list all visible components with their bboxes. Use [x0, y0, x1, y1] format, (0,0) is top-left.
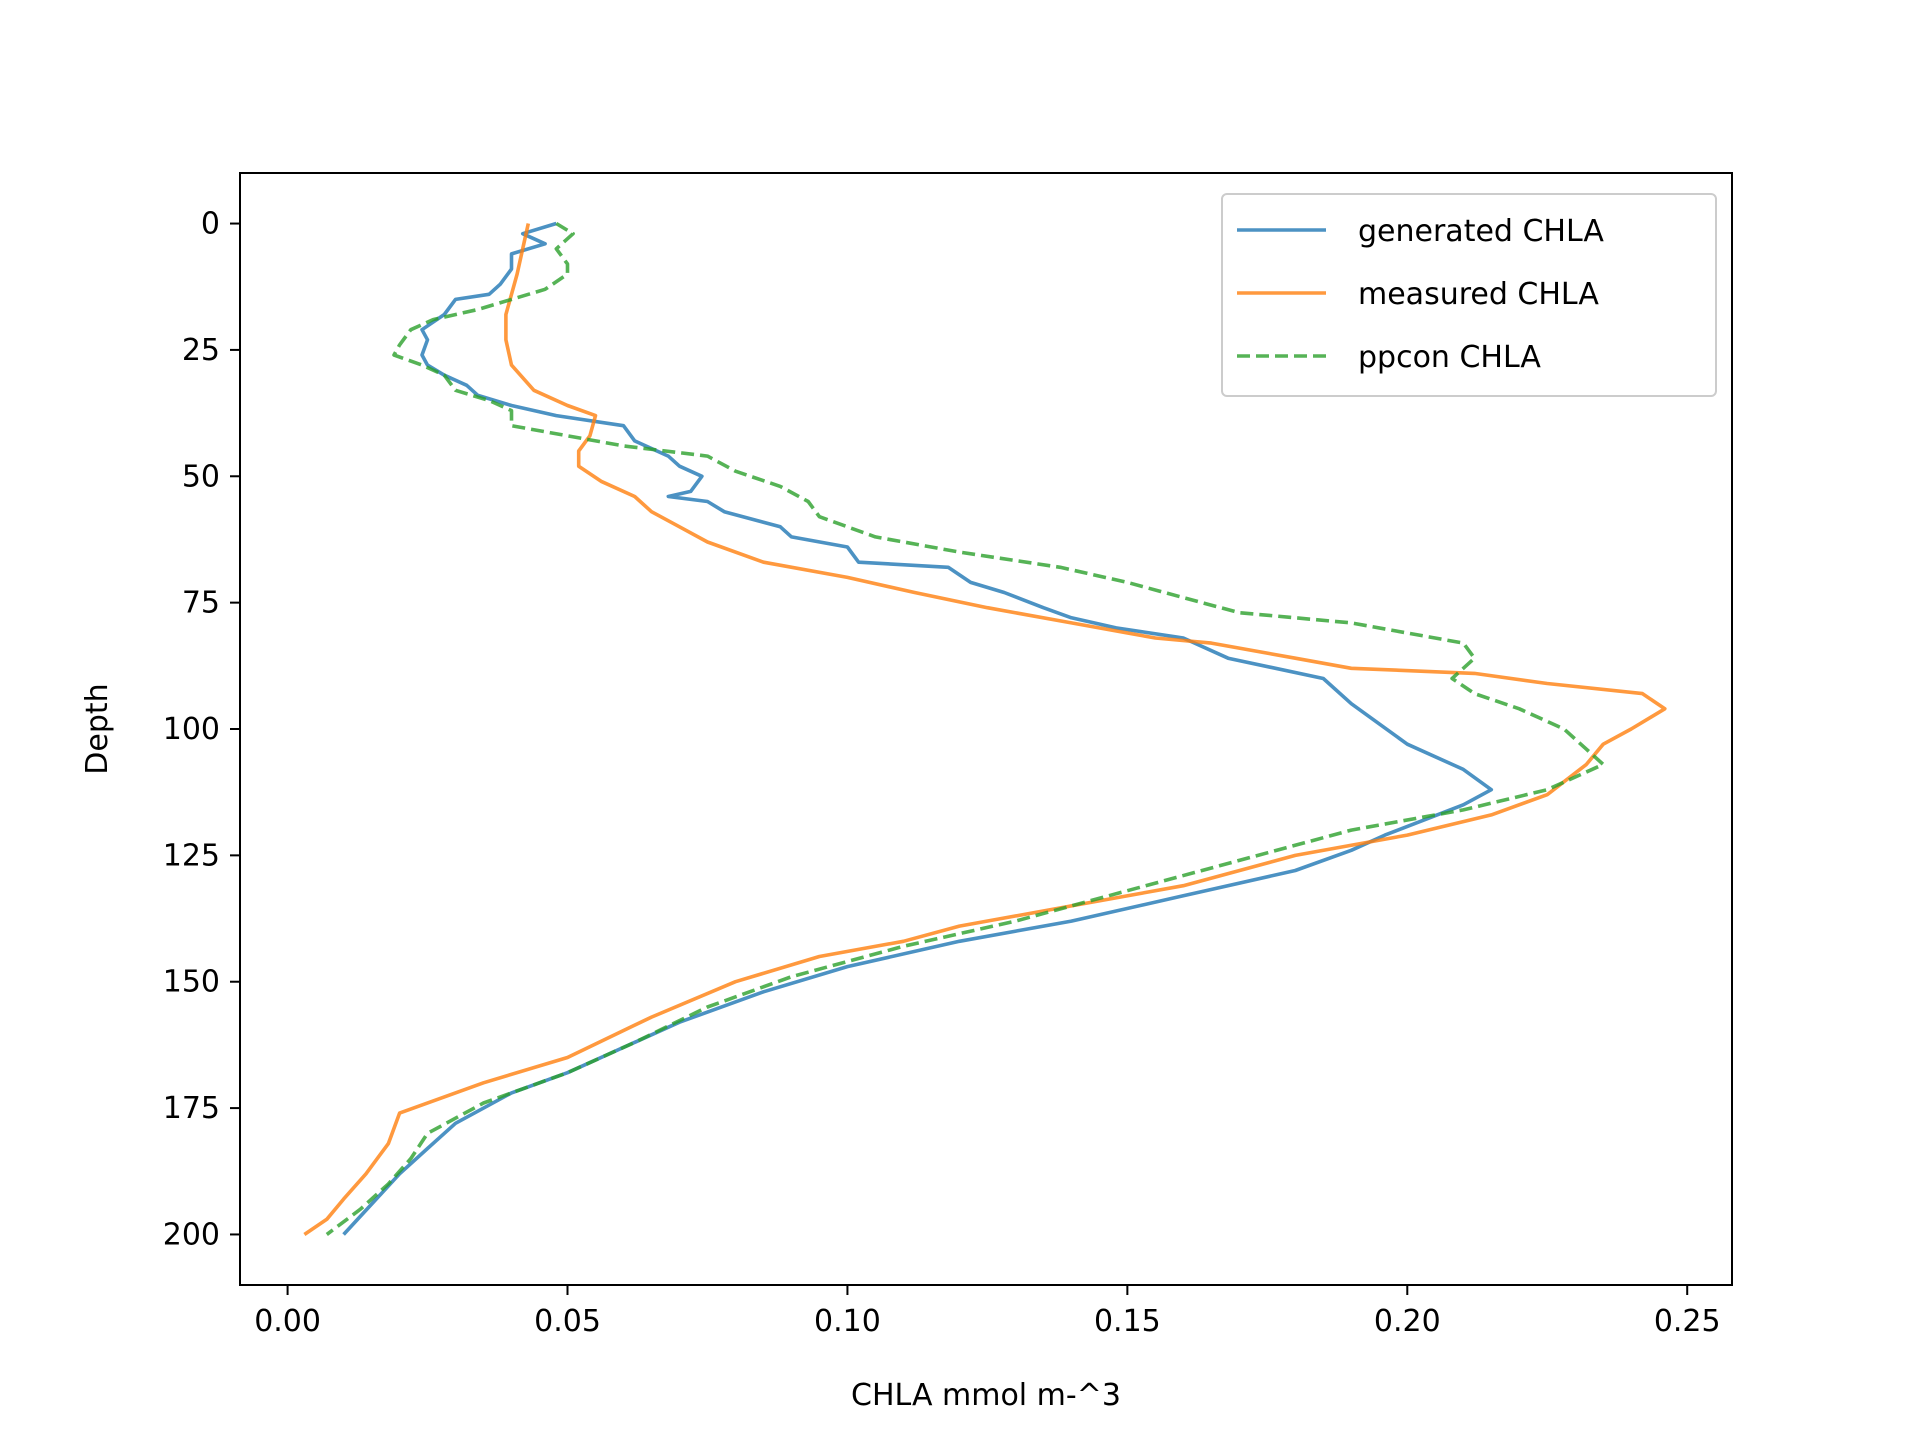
y-tick-label: 100 [163, 712, 220, 747]
y-tick-label: 175 [163, 1091, 220, 1126]
x-tick-label: 0.25 [1654, 1304, 1721, 1339]
legend-label: generated CHLA [1358, 214, 1604, 249]
y-axis-label: Depth [80, 683, 115, 774]
x-axis-label: CHLA mmol m-^3 [851, 1378, 1121, 1413]
y-tick-label: 50 [182, 459, 220, 494]
y-tick-label: 75 [182, 586, 220, 621]
series-line-ppcon-chla [325, 221, 1605, 1236]
series-line-generated-chla [342, 221, 1494, 1236]
x-axis-ticks: 0.00 0.05 0.10 0.15 0.20 0.25 [254, 1285, 1721, 1339]
x-tick-label: 0.10 [814, 1304, 881, 1339]
y-tick-label: 200 [163, 1217, 220, 1252]
x-tick-label: 0.15 [1094, 1304, 1161, 1339]
legend-box [1221, 193, 1717, 397]
y-tick-label: 25 [182, 333, 220, 368]
legend-label: measured CHLA [1358, 277, 1599, 312]
series-layer [303, 221, 1667, 1236]
legend-label: ppcon CHLA [1358, 340, 1541, 375]
x-tick-label: 0.00 [254, 1304, 321, 1339]
y-tick-label: 150 [163, 965, 220, 1000]
y-tick-label: 125 [163, 838, 220, 873]
y-axis-ticks: 0 25 50 75 100 125 150 175 200 [163, 207, 240, 1252]
legend: generated CHLA measured CHLA ppcon CHLA [1221, 193, 1717, 397]
x-tick-label: 0.05 [534, 1304, 601, 1339]
series-line-measured-chla [303, 223, 1667, 1236]
x-tick-label: 0.20 [1374, 1304, 1441, 1339]
y-tick-label: 0 [201, 207, 220, 242]
